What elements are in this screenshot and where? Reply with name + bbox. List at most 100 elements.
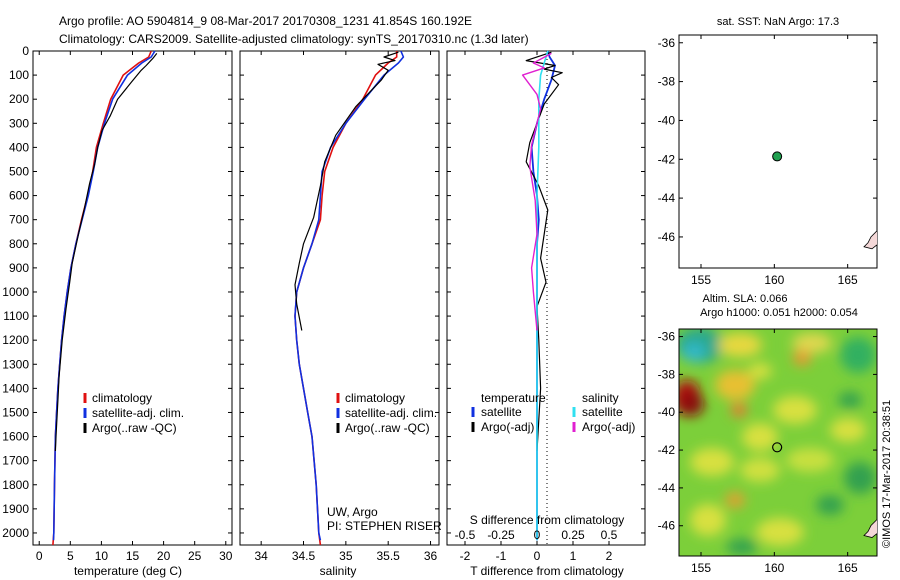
lon-tick-label: 160 [764, 273, 784, 287]
sla-map-frame [678, 328, 878, 557]
series-line-satellite-adj-clim- [294, 50, 405, 541]
series-line-temperature-satellite [530, 50, 556, 541]
y-tick-label: 1800 [2, 478, 29, 492]
y-tick-label: 1700 [2, 454, 29, 468]
sst-map-title: sat. SST: NaN Argo: 17.3 [717, 16, 839, 28]
x-tick-label: 15 [126, 549, 140, 563]
series-line-argo-raw-qc- [54, 53, 158, 452]
y-tick-label: 1500 [2, 405, 29, 419]
y-tick-label: 500 [9, 164, 29, 178]
legend-label: satellite-adj. clim. [92, 406, 184, 420]
imos-watermark: ©IMOS 17-Mar-2017 20:38:51 [881, 400, 893, 548]
x-tick-label: 35 [339, 549, 353, 563]
y-tick-label: 1300 [2, 357, 29, 371]
x-tick-label: 20 [157, 549, 171, 563]
figure-title-line1: Argo profile: AO 5904814_9 08-Mar-2017 2… [59, 14, 472, 28]
series-line-satellite-adj-clim- [52, 50, 156, 541]
x-tick-label: -1 [496, 549, 507, 563]
y-tick-label: 1000 [2, 285, 29, 299]
lon-tick-label: 165 [838, 273, 858, 287]
sla-heatmap [679, 329, 877, 556]
legend-heading: salinity [582, 391, 619, 405]
y-tick-label: 2000 [2, 526, 29, 540]
y-tick-label: 200 [9, 92, 29, 106]
coastline [863, 519, 878, 538]
y-tick-label: 1900 [2, 502, 29, 516]
series-line-argo-raw-qc- [294, 51, 399, 331]
lat-tick-label: -38 [658, 75, 676, 89]
y-tick-label: 400 [9, 140, 29, 154]
x-tick-label: 0 [534, 549, 541, 563]
x-tick-label: 34 [254, 549, 268, 563]
s-tick-label: -0.25 [487, 528, 515, 542]
salinity-panel-frame [239, 50, 440, 546]
y-tick-label: 0 [22, 44, 29, 58]
difference-plot: -2 -1 0 1 2temperaturesatelliteArgo(-adj)sal… [447, 50, 645, 563]
s-difference-label: S difference from climatology [470, 513, 625, 527]
legend-label: Argo(-adj) [481, 420, 534, 434]
lat-tick-label: -40 [658, 113, 676, 127]
salinity-annotation-line2: PI: STEPHEN RISER [327, 519, 442, 533]
lat-tick-label: -36 [658, 330, 676, 344]
sla-map-title-line2: Argo h1000: 0.051 h2000: 0.054 [700, 307, 858, 319]
x-tick-label: 36 [424, 549, 438, 563]
legend-label: Argo(..raw -QC) [92, 421, 177, 435]
lat-tick-label: -42 [658, 152, 676, 166]
y-tick-label: 700 [9, 213, 29, 227]
x-tick-label: 2 [606, 549, 613, 563]
y-tick-label: 1100 [3, 309, 29, 323]
salinity-annotation-line1: UW, Argo [327, 505, 378, 519]
lat-tick-label: -44 [658, 481, 676, 495]
legend-label: climatology [345, 391, 405, 405]
series-line-salinity-argo-adj- [521, 52, 552, 331]
legend-label: climatology [92, 391, 152, 405]
argo-location-marker [772, 442, 783, 453]
difference-panel-frame [446, 50, 646, 546]
x-tick-label: 1 [570, 549, 577, 563]
x-tick-label: -2 [460, 549, 471, 563]
lat-tick-label: -46 [658, 519, 676, 533]
lat-tick-label: -38 [658, 367, 676, 381]
y-tick-label: 1400 [2, 381, 29, 395]
y-tick-label: 800 [9, 237, 29, 251]
y-tick-label: 300 [9, 116, 29, 130]
lat-tick-label: -36 [658, 36, 676, 50]
legend-label: Argo(-adj) [582, 420, 635, 434]
y-tick-label: 900 [9, 261, 29, 275]
x-tick-label: 10 [95, 549, 109, 563]
x-tick-label: 5 [67, 549, 74, 563]
lon-tick-label: 155 [691, 273, 711, 287]
lon-tick-label: 165 [838, 561, 858, 575]
lat-tick-label: -40 [658, 405, 676, 419]
y-tick-label: 100 [9, 68, 29, 82]
sst-map: 155 160 165 -36 -38 -40 -42 -44 -46 [658, 35, 878, 287]
series-line-salinity-satellite [536, 50, 549, 541]
sla-map-title-line1: Altim. SLA: 0.066 [703, 293, 788, 305]
x-tick-label: 25 [188, 549, 202, 563]
legend-label: satellite [481, 405, 522, 419]
series-line-temperature-argo-adj- [525, 51, 563, 452]
legend-label: Argo(..raw -QC) [345, 421, 430, 435]
y-tick-label: 1600 [2, 430, 29, 444]
temperature-plot: 0 5 10 15 20 25 300100200300400500600700800900… [2, 44, 232, 563]
lon-tick-label: 155 [691, 561, 711, 575]
legend-label: satellite-adj. clim. [345, 406, 437, 420]
x-tick-label: 34.5 [292, 549, 316, 563]
y-tick-label: 1200 [2, 333, 29, 347]
temperature-panel-frame [32, 50, 233, 546]
sla-map: 155 160 165 -36 -38 -40 -42 -44 -46 [658, 329, 878, 575]
y-tick-label: 600 [9, 189, 29, 203]
lat-tick-label: -42 [658, 443, 676, 457]
lat-tick-label: -46 [658, 230, 676, 244]
salinity-xlabel: salinity [320, 564, 357, 578]
lat-tick-label: -44 [658, 191, 676, 205]
argo-location-marker [772, 151, 783, 162]
x-tick-label: 30 [219, 549, 233, 563]
s-tick-label: 0.25 [561, 528, 585, 542]
legend-heading: temperature [481, 391, 546, 405]
lon-tick-label: 160 [764, 561, 784, 575]
figure-title-line2: Climatology: CARS2009. Satellite-adjuste… [59, 32, 529, 46]
x-tick-label: 35.5 [377, 549, 401, 563]
s-tick-label: -0.5 [455, 528, 476, 542]
